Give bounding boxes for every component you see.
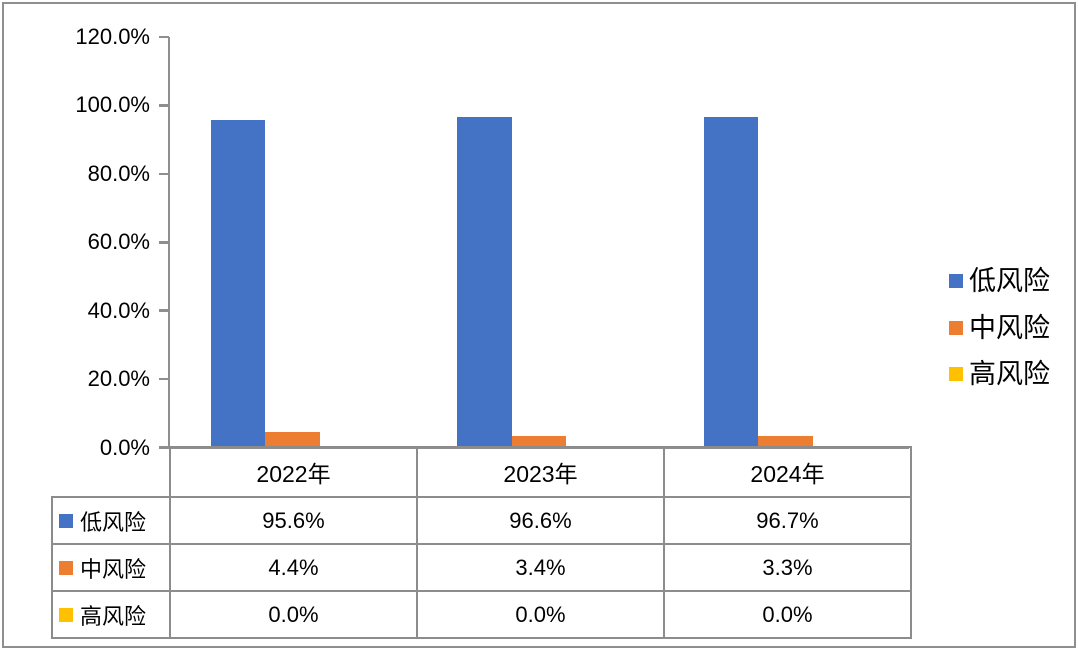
y-tick-label: 40.0%: [87, 297, 150, 323]
y-tick-mark: [159, 172, 169, 176]
bar-s0-c1: [457, 117, 512, 448]
y-tick-label: 80.0%: [87, 160, 150, 186]
legend-label: 低风险: [969, 266, 1050, 296]
legend-swatch-icon: [949, 274, 963, 288]
y-tick-label: 120.0%: [75, 24, 150, 49]
table-row-s2: 高风险 0.0% 0.0% 0.0%: [51, 590, 912, 639]
legend-item-s1: 中风险: [949, 313, 1050, 343]
series-key-icon: [59, 560, 73, 575]
value-cell-s1-c2: 3.3%: [663, 543, 912, 592]
value-cell-s2-c2: 0.0%: [663, 590, 912, 639]
table-row-s0: 低风险 95.6% 96.6% 96.7%: [51, 496, 912, 545]
legend-label: 中风险: [969, 312, 1050, 343]
value-cell-s2-c1: 0.0%: [416, 590, 665, 639]
row-label: 低风险: [80, 509, 147, 535]
value-cell-s1-c1: 3.4%: [416, 543, 665, 592]
bar-s1-c1: [511, 435, 567, 448]
row-label-inner: 中风险: [53, 552, 169, 584]
table-corner-cell: [52, 447, 170, 497]
bar-s1-c2: [758, 436, 813, 448]
legend-swatch-icon: [949, 367, 963, 381]
y-tick-mark: [159, 35, 169, 39]
y-tick-mark: [159, 104, 169, 107]
y-tick-label: 100.0%: [75, 92, 150, 118]
legend-swatch-icon: [949, 320, 963, 335]
table-header-cell-c1: 2023年: [416, 446, 665, 498]
data-table: 2022年 2023年 2024年低风险 95.6% 96.6% 96.7% 中风险 4.4%…: [51, 446, 912, 639]
bar-s0-c2: [703, 116, 759, 448]
row-label-inner: 低风险: [53, 505, 169, 537]
row-label-inner: 高风险: [53, 599, 169, 631]
table-header-row: 2022年 2023年 2024年: [52, 446, 912, 498]
value-cell-s1-c0: 4.4%: [169, 543, 418, 592]
bar-chart-area: 120.0% 100.0% 80.0% 60.0% 40.0% 20.0% 0.0% 202…: [4, 4, 1078, 650]
table-header-cell-c2: 2024年: [663, 446, 912, 498]
series-key-icon: [59, 513, 73, 528]
value-cell-s0-c1: 96.6%: [416, 496, 665, 545]
table-row-s1: 中风险 4.4% 3.4% 3.3%: [51, 543, 912, 592]
series-key-icon: [59, 607, 73, 622]
y-tick-mark: [159, 377, 169, 381]
row-label: 中风险: [80, 556, 147, 582]
row-label-cell-s1: 中风险: [51, 543, 171, 592]
table-header-cell-c0: 2022年: [169, 446, 418, 498]
value-cell-s0-c2: 96.7%: [663, 496, 912, 545]
y-tick-mark: [159, 309, 169, 312]
legend-label: 高风险: [969, 359, 1050, 389]
y-tick-label: 20.0%: [87, 366, 150, 392]
bar-s1-c0: [265, 432, 320, 448]
y-tick-mark: [159, 241, 169, 244]
legend-item-s2: 高风险: [949, 359, 1050, 389]
y-axis-line: [167, 37, 171, 448]
legend-item-s0: 低风险: [949, 266, 1050, 296]
value-cell-s0-c0: 95.6%: [169, 496, 418, 545]
y-tick-label: 0.0%: [99, 434, 150, 460]
row-label-cell-s0: 低风险: [51, 496, 171, 545]
y-tick-mark: [159, 446, 169, 449]
y-tick-label: 60.0%: [87, 229, 150, 255]
bar-s0-c0: [210, 120, 266, 448]
row-label: 高风险: [80, 603, 147, 629]
value-cell-s2-c0: 0.0%: [169, 590, 418, 639]
row-label-cell-s2: 高风险: [51, 590, 171, 639]
